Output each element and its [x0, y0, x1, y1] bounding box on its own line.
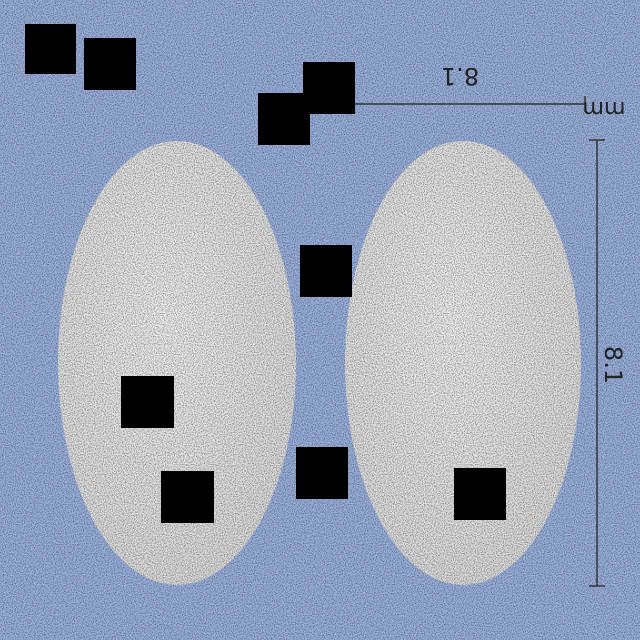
redaction — [258, 93, 310, 145]
ruler-label: 8.1 — [599, 346, 627, 384]
redaction — [300, 245, 352, 297]
ruler-label: 8.1 — [441, 62, 479, 90]
redaction — [454, 468, 506, 520]
ruler-unit: mm — [583, 96, 626, 121]
redaction — [84, 38, 136, 90]
redaction — [161, 471, 214, 523]
redaction — [296, 447, 348, 499]
redaction — [25, 24, 76, 74]
redaction — [121, 376, 174, 428]
ruler — [355, 96, 605, 587]
redaction — [303, 62, 355, 114]
redactions — [25, 24, 506, 523]
